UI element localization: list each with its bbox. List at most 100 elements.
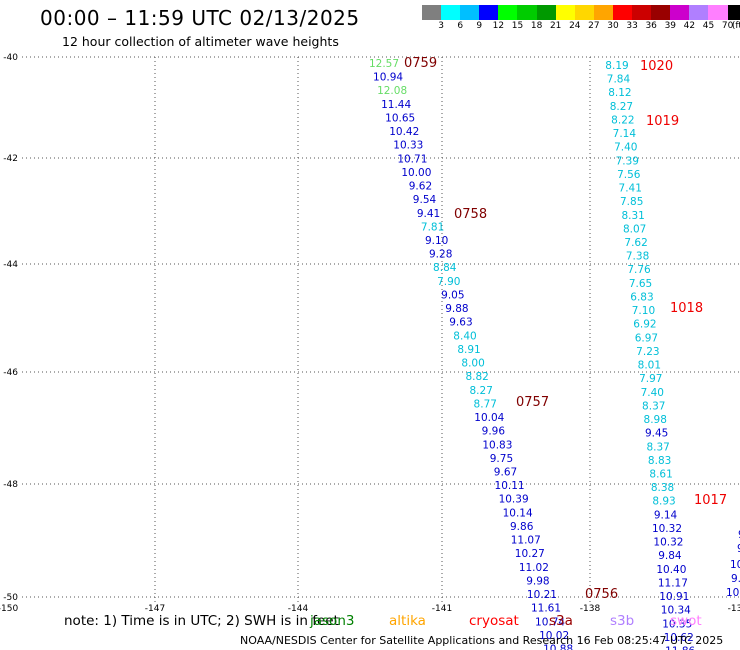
colorbar-label: 30	[607, 21, 619, 31]
wave-height-value: 12.08	[377, 85, 407, 97]
colorbar-swatch	[555, 5, 575, 20]
wave-height-value: 10.62	[664, 632, 694, 644]
colorbar-label: 33	[626, 21, 638, 31]
wave-height-value: 11.44	[381, 99, 411, 111]
wave-height-value: 7.85	[620, 196, 643, 208]
colorbar-swatch	[651, 5, 671, 20]
wave-height-value: 7.76	[627, 264, 651, 276]
wave-height-value: 10.27	[515, 548, 545, 560]
wave-height-value: 9.84	[658, 550, 682, 562]
wave-height-value: 8.37	[646, 441, 669, 453]
wave-height-value: 8.00	[461, 358, 484, 370]
wave-height-value: 10.33	[393, 140, 423, 152]
latitude-label: -40	[3, 53, 18, 63]
colorbar	[422, 5, 740, 20]
colorbar-swatch	[670, 5, 690, 20]
colorbar-swatch	[593, 5, 613, 20]
wave-height-value: 10.83	[482, 439, 512, 451]
wave-height-value: 8.77	[474, 398, 497, 410]
colorbar-swatch	[422, 5, 442, 20]
colorbar-label: 6	[457, 21, 464, 31]
wave-height-value: 7.84	[607, 74, 631, 86]
colorbar-swatch	[574, 5, 594, 20]
colorbar-label: 21	[549, 21, 562, 31]
legend-s3a: s3a	[549, 613, 573, 629]
wave-height-value: 9.41	[417, 208, 440, 220]
pass-time-label: 1018	[670, 301, 703, 316]
colorbar-swatch	[708, 5, 728, 20]
wave-height-value: 9	[738, 529, 740, 541]
pass-time-label: 1017	[694, 493, 727, 508]
wave-height-value: 10.00	[401, 167, 431, 179]
wave-height-value: 7.40	[614, 142, 637, 154]
latitude-label: -48	[3, 480, 18, 490]
wave-height-value: 9.45	[645, 428, 668, 440]
wave-height-value: 10.88	[543, 644, 573, 650]
wave-height-value: 7.23	[636, 346, 659, 358]
pass-time-label: 0758	[454, 207, 487, 222]
wave-height-value: 9.54	[413, 194, 437, 206]
wave-height-value: 7.41	[619, 183, 642, 195]
wave-height-value: 10.	[730, 559, 740, 571]
wave-height-value: 8.37	[642, 400, 665, 412]
legend-swot: swot	[670, 613, 702, 629]
wave-height-value: 9.63	[449, 317, 472, 329]
wave-height-value: 10.72	[726, 587, 740, 599]
wave-height-value: 6.97	[635, 332, 658, 344]
latitude-label: -42	[3, 154, 18, 164]
wave-height-value: 11.61	[531, 603, 561, 615]
wave-height-value: 9.88	[445, 303, 468, 315]
latitude-label: -44	[3, 260, 18, 270]
wave-height-value: 8.07	[623, 223, 646, 235]
wave-height-value: 10.71	[397, 153, 427, 165]
pass-time-label: 1019	[646, 114, 679, 129]
colorbar-swatch	[517, 5, 537, 20]
wave-height-value: 10.02	[539, 630, 569, 642]
footer-note: note: 1) Time is in UTC; 2) SWH is in fe…	[64, 613, 339, 629]
colorbar-swatch	[612, 5, 633, 20]
wave-height-value: 8.91	[457, 344, 480, 356]
colorbar-label: (ft)	[731, 21, 740, 31]
colorbar-swatch	[460, 5, 480, 20]
longitude-label: -150	[0, 604, 18, 614]
wave-height-value: 8.61	[649, 468, 672, 480]
wave-height-value: 10.11	[495, 480, 525, 492]
longitude-label: -147	[145, 604, 165, 614]
longitude-label: -141	[432, 604, 452, 614]
colorbar-swatch	[632, 5, 652, 20]
wave-height-value: 8.01	[638, 360, 661, 372]
colorbar-label: 45	[702, 21, 715, 31]
colorbar-swatch	[536, 5, 556, 20]
wave-height-value: 9.10	[425, 235, 448, 247]
pass-time-label: 0759	[404, 56, 437, 71]
wave-height-value: 7.38	[626, 251, 649, 263]
legend-s3b: s3b	[610, 613, 635, 629]
wave-height-value: 8.40	[453, 330, 476, 342]
wave-height-value: 12.57	[369, 58, 399, 70]
wave-height-value: 7.65	[629, 278, 652, 290]
colorbar-swatch	[727, 5, 740, 20]
wave-height-value: 10.14	[503, 507, 533, 519]
wave-height-value: 8.27	[610, 101, 633, 113]
wave-height-value: 7.81	[421, 221, 444, 233]
wave-height-value: 10.35	[662, 618, 692, 630]
legend-jason3: jason3	[310, 613, 355, 629]
page-subtitle: 12 hour collection of altimeter wave hei…	[62, 34, 339, 49]
wave-height-value: 6.83	[630, 291, 653, 303]
colorbar-swatch	[441, 5, 461, 20]
pass-time-label: 0756	[585, 587, 618, 602]
wave-height-value: 9.05	[441, 289, 464, 301]
legend-altika: altika	[389, 613, 426, 629]
wave-height-value: 8.82	[465, 371, 488, 383]
latitude-label: -50	[3, 593, 18, 603]
wave-height-value: 10.94	[373, 72, 403, 84]
wave-height-value: 7.14	[613, 128, 637, 140]
wave-height-value: 7.39	[616, 155, 639, 167]
colorbar-label: 27	[588, 21, 600, 31]
wave-height-value: 9.14	[654, 509, 678, 521]
wave-height-value: 8.98	[644, 414, 667, 426]
colorbar-label: 12	[492, 21, 505, 31]
wave-height-value: 8.27	[470, 385, 493, 397]
wave-height-value: 10.32	[652, 523, 682, 535]
